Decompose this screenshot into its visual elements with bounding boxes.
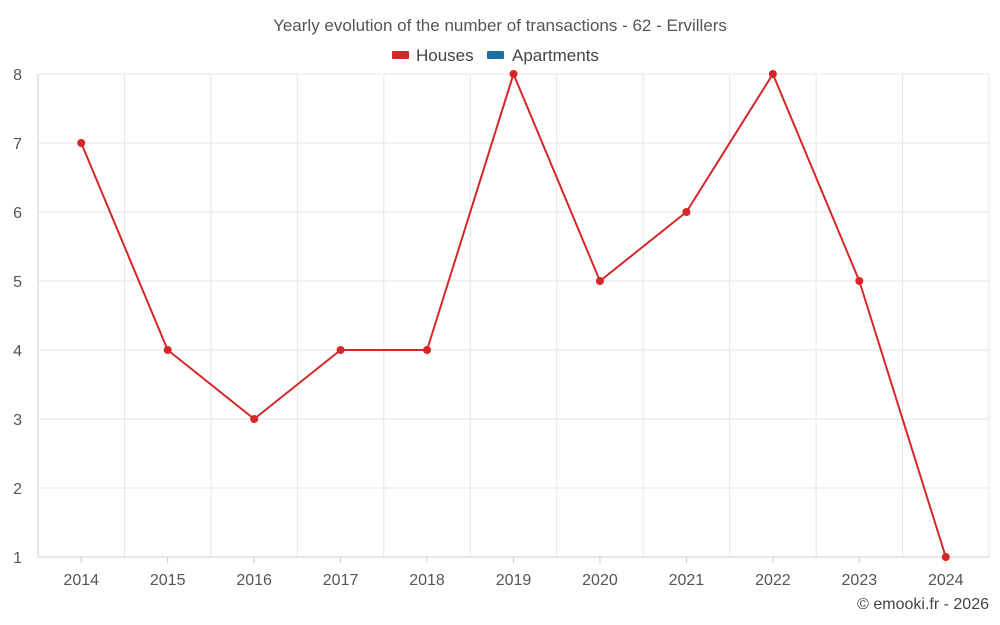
y-tick-label: 2 bbox=[13, 481, 22, 498]
x-tick-label: 2023 bbox=[842, 572, 878, 589]
legend-item-houses[interactable]: Houses bbox=[392, 46, 474, 65]
y-tick-label: 1 bbox=[13, 550, 22, 567]
data-point-houses[interactable] bbox=[509, 70, 518, 78]
axes: 1 2 3 4 5 6 7 8 2014 2015 2016 2017 2018 2019 2020 2021… bbox=[13, 67, 989, 589]
y-tick-label: 4 bbox=[13, 343, 22, 360]
data-point-houses[interactable] bbox=[941, 553, 950, 561]
y-tick-label: 6 bbox=[13, 205, 22, 222]
data-point-houses[interactable] bbox=[768, 70, 777, 78]
credit-text: © emooki.fr - 2026 bbox=[857, 596, 989, 613]
data-point-houses[interactable] bbox=[423, 346, 432, 354]
legend-label-apartments: Apartments bbox=[512, 46, 599, 65]
x-tick-label: 2024 bbox=[928, 572, 964, 589]
data-point-houses[interactable] bbox=[595, 277, 604, 285]
x-tick-label: 2021 bbox=[669, 572, 705, 589]
x-tick-label: 2020 bbox=[582, 572, 618, 589]
y-tick-label: 3 bbox=[13, 412, 22, 429]
legend-item-apartments[interactable]: Apartments bbox=[487, 46, 599, 65]
x-tick-label: 2016 bbox=[236, 572, 272, 589]
x-tick-label: 2017 bbox=[323, 572, 359, 589]
legend: Houses Apartments bbox=[392, 46, 599, 65]
legend-label-houses: Houses bbox=[416, 46, 474, 65]
data-point-houses[interactable] bbox=[336, 346, 345, 354]
x-tick-label: 2015 bbox=[150, 572, 186, 589]
data-point-houses[interactable] bbox=[250, 415, 259, 423]
x-tick-label: 2022 bbox=[755, 572, 791, 589]
chart-title: Yearly evolution of the number of transa… bbox=[273, 16, 727, 35]
y-tick-label: 7 bbox=[13, 136, 22, 153]
legend-swatch-apartments bbox=[487, 51, 504, 59]
x-tick-label: 2018 bbox=[409, 572, 445, 589]
grid bbox=[38, 73, 990, 557]
x-tick-label: 2019 bbox=[496, 572, 532, 589]
data-point-houses[interactable] bbox=[163, 346, 172, 354]
y-tick-label: 5 bbox=[13, 274, 22, 291]
y-tick-label: 8 bbox=[13, 67, 22, 84]
data-point-houses[interactable] bbox=[855, 277, 864, 285]
series bbox=[77, 70, 950, 561]
data-point-houses[interactable] bbox=[77, 139, 86, 147]
legend-swatch-houses bbox=[392, 51, 409, 59]
x-tick-label: 2014 bbox=[63, 572, 99, 589]
data-point-houses[interactable] bbox=[682, 208, 691, 216]
